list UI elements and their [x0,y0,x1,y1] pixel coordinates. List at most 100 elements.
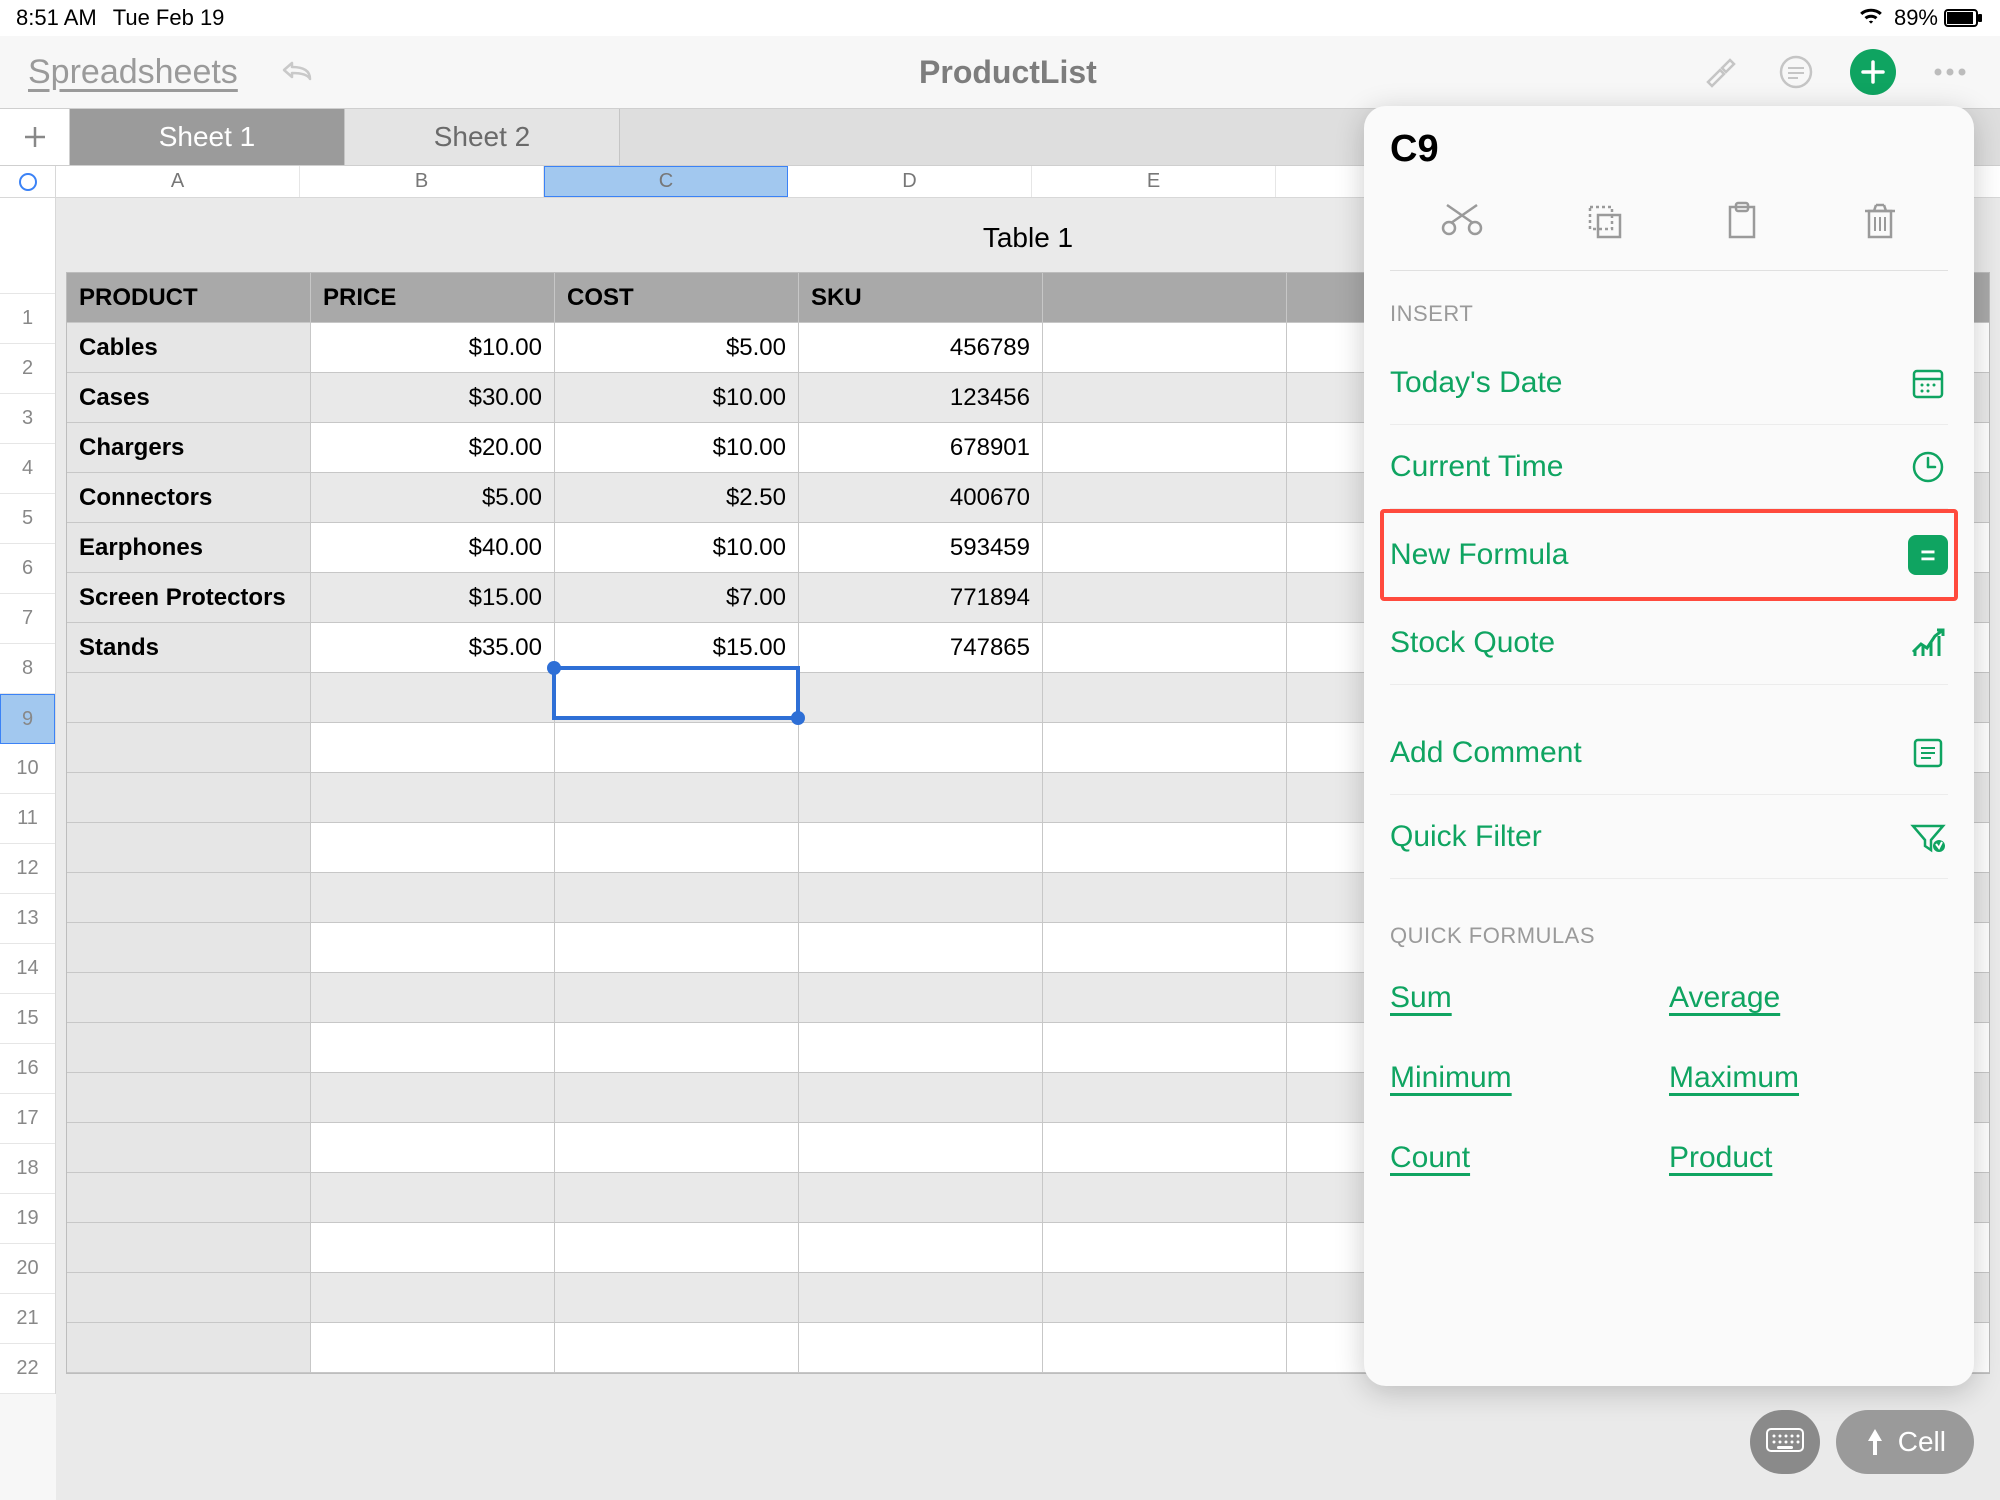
table-cell[interactable]: $10.00 [555,423,799,472]
table-cell[interactable]: $2.50 [555,473,799,522]
cell-mode-button[interactable]: Cell [1836,1410,1974,1474]
column-header-A[interactable]: A [56,166,300,197]
table-cell[interactable] [799,823,1043,872]
table-cell[interactable]: $5.00 [311,473,555,522]
table-cell[interactable] [67,673,311,722]
table-cell[interactable]: Stands [67,623,311,672]
table-cell[interactable] [67,1023,311,1072]
table-cell[interactable]: $7.00 [555,573,799,622]
table-cell[interactable] [67,723,311,772]
row-header-12[interactable]: 12 [0,844,55,894]
table-cell[interactable]: $5.00 [555,323,799,372]
row-header-3[interactable]: 3 [0,394,55,444]
table-cell[interactable] [1043,323,1287,372]
row-header-10[interactable]: 10 [0,744,55,794]
cut-icon[interactable] [1439,201,1485,246]
row-header-17[interactable]: 17 [0,1094,55,1144]
table-cell[interactable]: 400670 [799,473,1043,522]
table-cell[interactable] [1043,773,1287,822]
table-cell[interactable] [555,823,799,872]
select-all-corner[interactable] [0,166,56,198]
table-cell[interactable]: Chargers [67,423,311,472]
comment-icon[interactable] [1774,50,1818,94]
table-cell[interactable] [311,1073,555,1122]
table-cell[interactable] [799,973,1043,1022]
table-cell[interactable] [1043,1223,1287,1272]
header-cell[interactable]: COST [555,273,799,322]
table-cell[interactable] [799,723,1043,772]
row-header-5[interactable]: 5 [0,494,55,544]
table-cell[interactable] [1043,973,1287,1022]
header-cell[interactable]: PRICE [311,273,555,322]
row-header-18[interactable]: 18 [0,1144,55,1194]
undo-button[interactable] [278,55,318,90]
table-cell[interactable] [311,1123,555,1172]
table-cell[interactable] [555,1223,799,1272]
table-cell[interactable] [799,673,1043,722]
qf-maximum[interactable]: Maximum [1669,1061,1948,1095]
table-cell[interactable] [799,1023,1043,1072]
table-cell[interactable] [311,1023,555,1072]
row-header-1[interactable]: 1 [0,294,55,344]
table-cell[interactable] [311,673,555,722]
row-header-21[interactable]: 21 [0,1294,55,1344]
qf-minimum[interactable]: Minimum [1390,1061,1669,1095]
table-cell[interactable] [67,1173,311,1222]
table-cell[interactable] [67,923,311,972]
table-cell[interactable] [311,1223,555,1272]
table-cell[interactable]: 747865 [799,623,1043,672]
table-cell[interactable]: 593459 [799,523,1043,572]
column-header-C[interactable]: C [544,166,788,197]
table-cell[interactable] [1043,1323,1287,1372]
table-cell[interactable] [311,723,555,772]
qf-product[interactable]: Product [1669,1141,1948,1175]
table-cell[interactable]: Cables [67,323,311,372]
row-header-15[interactable]: 15 [0,994,55,1044]
table-cell[interactable] [555,1073,799,1122]
row-header-20[interactable]: 20 [0,1244,55,1294]
table-cell[interactable] [311,1273,555,1322]
format-brush-icon[interactable] [1698,50,1742,94]
table-cell[interactable] [799,873,1043,922]
table-cell[interactable]: Earphones [67,523,311,572]
table-cell[interactable] [799,773,1043,822]
table-cell[interactable]: $40.00 [311,523,555,572]
table-cell[interactable]: $15.00 [555,623,799,672]
table-cell[interactable] [311,1173,555,1222]
table-cell[interactable] [67,773,311,822]
table-cell[interactable]: Screen Protectors [67,573,311,622]
qf-average[interactable]: Average [1669,981,1948,1015]
table-cell[interactable] [1043,673,1287,722]
table-cell[interactable] [311,1323,555,1372]
table-cell[interactable] [1043,723,1287,772]
table-cell[interactable] [799,1073,1043,1122]
table-cell[interactable] [1043,523,1287,572]
row-header-11[interactable]: 11 [0,794,55,844]
row-header-7[interactable]: 7 [0,594,55,644]
table-cell[interactable] [311,923,555,972]
table-cell[interactable] [1043,1173,1287,1222]
table-cell[interactable]: $10.00 [311,323,555,372]
table-cell[interactable] [1043,1023,1287,1072]
table-cell[interactable] [67,1323,311,1372]
table-cell[interactable]: $10.00 [555,373,799,422]
insert-new-formula[interactable]: New Formula = [1390,513,1948,597]
table-cell[interactable] [1043,873,1287,922]
table-cell[interactable] [1043,1073,1287,1122]
table-cell[interactable]: $30.00 [311,373,555,422]
table-cell[interactable] [555,1273,799,1322]
header-cell[interactable]: SKU [799,273,1043,322]
table-cell[interactable] [1043,1123,1287,1172]
table-cell[interactable] [311,773,555,822]
document-title[interactable]: ProductList [318,54,1698,91]
sheet-tab-1[interactable]: Sheet 1 [70,109,345,165]
row-header-4[interactable]: 4 [0,444,55,494]
quick-filter[interactable]: Quick Filter [1390,795,1948,879]
table-cell[interactable] [555,873,799,922]
qf-count[interactable]: Count [1390,1141,1669,1175]
table-cell[interactable] [311,823,555,872]
table-cell[interactable] [555,973,799,1022]
table-cell[interactable] [555,1323,799,1372]
insert-current-time[interactable]: Current Time [1390,425,1948,509]
row-header-2[interactable]: 2 [0,344,55,394]
